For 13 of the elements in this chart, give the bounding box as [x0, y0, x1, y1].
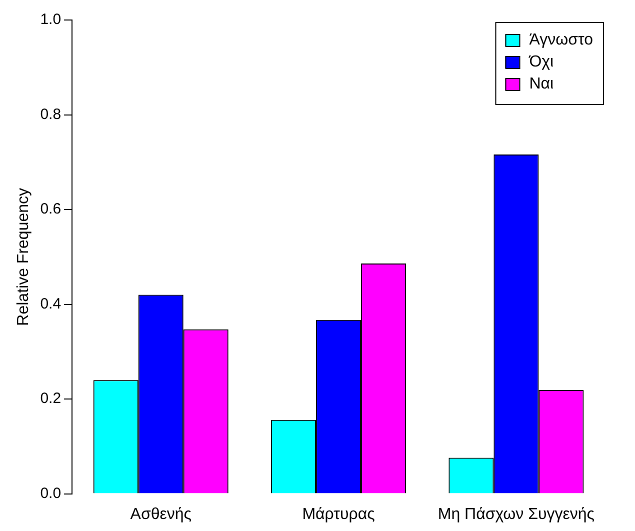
y-tick-label: 1.0 [40, 11, 62, 28]
y-tick-label: 0.8 [40, 106, 62, 123]
y-tick-label: 0.0 [40, 484, 62, 502]
x-tick-label: Ασθενής [130, 506, 192, 523]
x-tick-label: Μη Πάσχων Συγγενής [438, 506, 595, 523]
legend-label: Όχι [528, 53, 554, 70]
y-tick-label: 0.4 [40, 295, 62, 312]
y-tick-label: 0.6 [40, 200, 62, 218]
legend-label: Ναι [529, 75, 554, 92]
y-tick-label: 0.2 [40, 390, 62, 408]
x-tick-label: Μάρτυρας [302, 506, 376, 523]
legend-label: Άγνωστο [529, 31, 594, 48]
y-axis-title: Relative Frequency [15, 188, 32, 326]
